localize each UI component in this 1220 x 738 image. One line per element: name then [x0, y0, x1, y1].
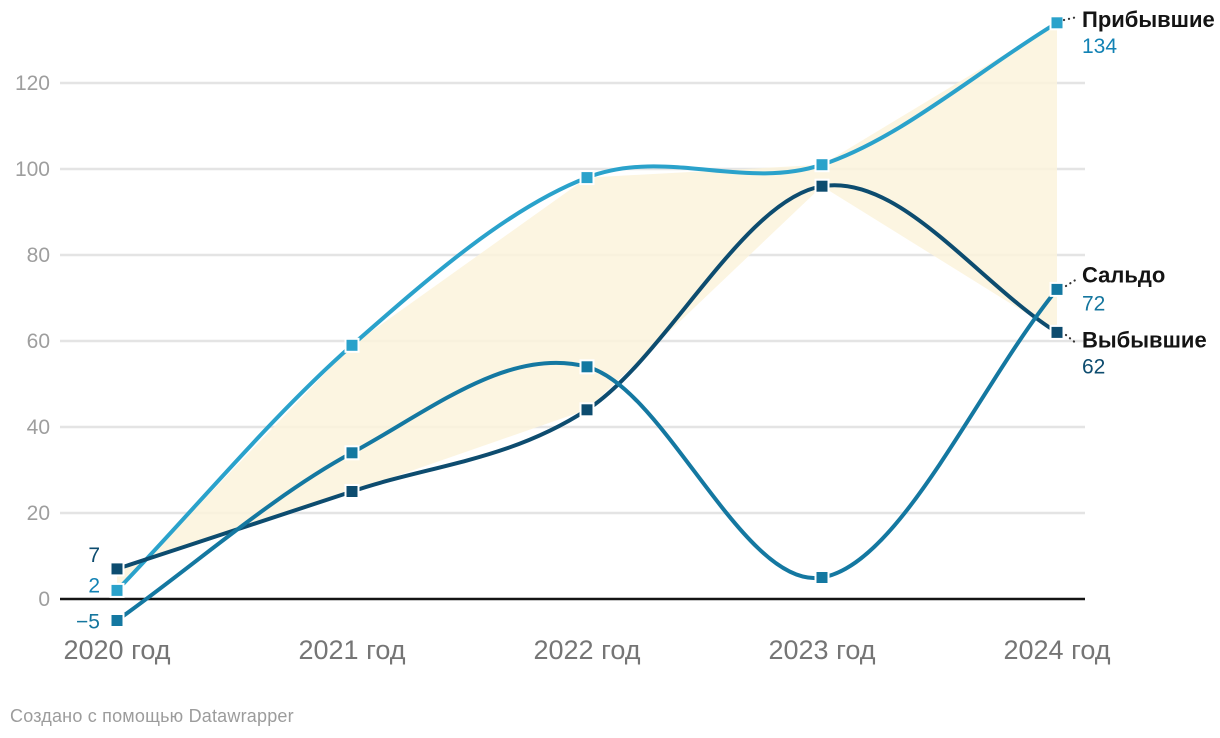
- data-point-marker[interactable]: [579, 402, 595, 418]
- x-tick-label: 2024 год: [1004, 635, 1111, 665]
- data-point-marker[interactable]: [814, 570, 830, 585]
- x-tick-label: 2023 год: [769, 635, 876, 665]
- y-tick-label: 80: [27, 244, 50, 267]
- y-tick-label: 40: [27, 416, 50, 439]
- series-start-value: 2: [88, 574, 100, 597]
- data-point-marker[interactable]: [344, 337, 360, 353]
- data-point-marker[interactable]: [1049, 281, 1065, 297]
- y-tick-label: 100: [15, 158, 50, 181]
- data-point-marker[interactable]: [814, 178, 830, 194]
- label-connector: [1064, 277, 1079, 288]
- series-line-0: [115, 20, 1059, 593]
- series-start-value: 7: [88, 544, 100, 567]
- series-name-label: Сальдо: [1082, 262, 1165, 287]
- x-tick-label: 2022 год: [534, 635, 641, 665]
- x-tick-label: 2021 год: [299, 635, 406, 665]
- y-tick-label: 120: [15, 72, 50, 95]
- data-point-marker[interactable]: [109, 561, 125, 577]
- data-point-marker[interactable]: [814, 157, 830, 173]
- label-connector: [1062, 15, 1079, 22]
- series-end-value: 72: [1082, 292, 1105, 315]
- x-tick-label: 2020 год: [64, 635, 171, 665]
- series-line-2: [115, 183, 1059, 571]
- data-point-marker[interactable]: [344, 484, 360, 499]
- series-name-label: Прибывшие: [1082, 7, 1215, 32]
- series-line-1: [115, 287, 1059, 623]
- area-fill: [117, 22, 1057, 591]
- y-tick-label: 0: [38, 588, 50, 611]
- y-tick-label: 60: [27, 330, 50, 353]
- data-point-marker[interactable]: [1049, 15, 1065, 31]
- label-connector: [1064, 333, 1079, 346]
- series-end-value: 62: [1082, 355, 1105, 378]
- data-point-marker[interactable]: [109, 613, 125, 628]
- data-point-marker[interactable]: [1049, 324, 1065, 340]
- chart-svg: 0 20 40 60 80 100 120 2020 год 2021 год 2022 год 2…: [15, 7, 1215, 665]
- data-point-marker[interactable]: [579, 359, 595, 375]
- data-point-marker[interactable]: [344, 445, 360, 461]
- data-point-marker[interactable]: [109, 582, 125, 598]
- series-name-label: Выбывшие: [1082, 327, 1207, 352]
- series-end-value: 134: [1082, 35, 1117, 58]
- y-tick-label: 20: [27, 502, 50, 525]
- series-start-value: −5: [76, 611, 100, 634]
- data-point-marker[interactable]: [579, 170, 595, 186]
- datawrapper-credit-link[interactable]: Создано с помощью Datawrapper: [10, 706, 294, 726]
